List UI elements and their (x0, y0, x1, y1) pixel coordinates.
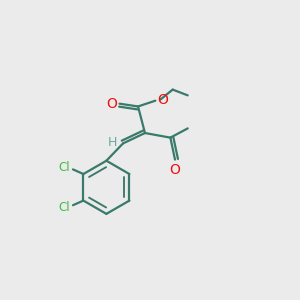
Text: O: O (169, 163, 180, 177)
Text: Cl: Cl (58, 201, 70, 214)
Text: Cl: Cl (58, 161, 70, 174)
Text: O: O (106, 97, 117, 111)
Text: O: O (157, 93, 168, 107)
Text: H: H (108, 136, 117, 149)
